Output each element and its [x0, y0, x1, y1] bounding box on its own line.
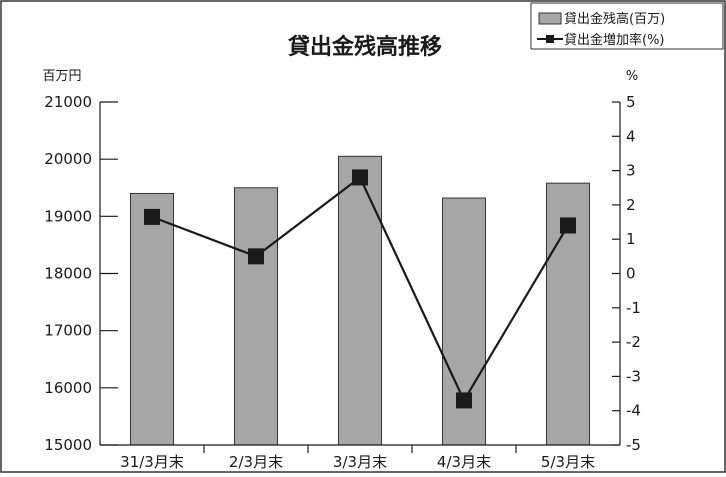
line-series — [144, 169, 576, 409]
line-point — [144, 208, 160, 225]
left-axis-tick-label: 20000 — [44, 150, 92, 168]
right-axis-tick-label: -5 — [626, 436, 641, 454]
x-axis-tick-label: 5/3月末 — [541, 453, 595, 471]
left-axis-tick-label: 21000 — [44, 93, 92, 111]
left-axis-tick-label: 17000 — [44, 322, 92, 340]
left-axis-tick-label: 15000 — [44, 436, 92, 454]
x-axis-tick-label: 31/3月末 — [120, 453, 184, 471]
right-axis-tick-label: 0 — [626, 265, 636, 283]
right-axis-tick-label: -2 — [626, 333, 641, 351]
bar — [338, 155, 382, 446]
right-axis-tick-label: -3 — [626, 367, 641, 385]
left-axis-unit: 百万円 — [42, 69, 81, 84]
line-point — [352, 169, 368, 186]
legend-bar-label: 貸出金残高(百万) — [564, 11, 665, 27]
bar — [130, 192, 174, 446]
legend-line-label: 貸出金増加率(%) — [564, 32, 665, 48]
right-axis-tick-label: -4 — [626, 402, 641, 420]
bar-series — [130, 155, 590, 446]
left-axis-tick-label: 18000 — [44, 265, 92, 283]
right-axis-tick-label: 3 — [626, 162, 636, 180]
line-point — [456, 392, 472, 409]
left-axis-tick-label: 19000 — [44, 207, 92, 225]
bar — [234, 187, 278, 446]
left-axis-ticks: 15000 16000 17000 18000 19000 20000 21000 — [44, 93, 118, 454]
x-axis-tick-label: 3/3月末 — [333, 453, 387, 471]
right-axis-tick-label: 5 — [626, 93, 636, 111]
x-axis-tick-label: 4/3月末 — [437, 453, 491, 471]
right-axis-tick-label: 4 — [626, 127, 636, 145]
line-point — [560, 217, 576, 234]
x-axis-labels: 31/3月末 2/3月末 3/3月末 4/3月末 5/3月末 — [120, 445, 595, 471]
right-axis-tick-label: -1 — [626, 299, 641, 317]
right-axis-tick-label: 2 — [626, 196, 636, 214]
x-axis-tick-label: 2/3月末 — [229, 453, 283, 471]
line-point — [248, 248, 264, 265]
right-axis-ticks: -5 -4 -3 -2 -1 0 1 2 3 4 5 — [612, 93, 641, 454]
right-axis-tick-label: 1 — [626, 230, 636, 248]
right-axis-unit: % — [626, 69, 638, 84]
left-axis-tick-label: 16000 — [44, 379, 92, 397]
legend: 貸出金残高(百万) 貸出金増加率(%) — [530, 2, 724, 50]
legend-line-marker — [546, 35, 554, 43]
legend-bar-swatch — [538, 12, 562, 25]
legend-box — [530, 2, 724, 50]
chart-title: 貸出金残高推移 — [287, 34, 442, 60]
